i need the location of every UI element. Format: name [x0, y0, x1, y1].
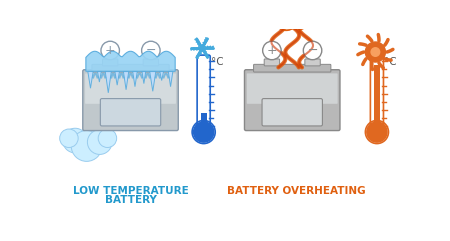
Circle shape: [71, 131, 102, 161]
Polygon shape: [86, 51, 175, 71]
FancyBboxPatch shape: [244, 70, 340, 131]
Circle shape: [87, 130, 112, 154]
Circle shape: [142, 41, 160, 60]
Circle shape: [194, 122, 214, 142]
Circle shape: [263, 41, 281, 60]
Circle shape: [274, 7, 297, 30]
Text: BATTERY: BATTERY: [104, 195, 157, 205]
Polygon shape: [150, 71, 156, 91]
Circle shape: [367, 122, 387, 142]
Circle shape: [370, 47, 380, 57]
Polygon shape: [168, 71, 173, 87]
Polygon shape: [105, 71, 111, 93]
FancyBboxPatch shape: [247, 74, 338, 104]
Polygon shape: [115, 71, 120, 85]
FancyBboxPatch shape: [370, 55, 383, 132]
FancyBboxPatch shape: [103, 59, 118, 66]
Circle shape: [60, 129, 78, 147]
Text: −: −: [307, 44, 318, 57]
FancyBboxPatch shape: [197, 55, 210, 132]
FancyBboxPatch shape: [264, 59, 279, 66]
Circle shape: [266, 10, 284, 28]
Circle shape: [301, 10, 318, 27]
Polygon shape: [133, 71, 137, 87]
FancyBboxPatch shape: [92, 64, 169, 72]
FancyBboxPatch shape: [100, 99, 161, 126]
Circle shape: [63, 128, 87, 153]
FancyBboxPatch shape: [83, 70, 178, 131]
Polygon shape: [160, 71, 164, 80]
FancyBboxPatch shape: [374, 65, 380, 130]
Text: LOW TEMPERATURE: LOW TEMPERATURE: [72, 186, 189, 196]
Text: +: +: [105, 44, 116, 57]
Text: °C: °C: [384, 57, 397, 67]
Circle shape: [98, 129, 117, 147]
FancyBboxPatch shape: [305, 59, 320, 66]
Polygon shape: [98, 71, 101, 82]
FancyBboxPatch shape: [262, 99, 322, 126]
FancyBboxPatch shape: [253, 64, 331, 72]
FancyBboxPatch shape: [85, 74, 176, 104]
Circle shape: [303, 41, 322, 60]
Polygon shape: [142, 71, 146, 84]
Text: +: +: [266, 44, 277, 57]
FancyBboxPatch shape: [201, 114, 207, 130]
Text: °C: °C: [211, 57, 224, 67]
Circle shape: [288, 8, 309, 30]
Text: BATTERY OVERHEATING: BATTERY OVERHEATING: [227, 186, 365, 196]
FancyBboxPatch shape: [143, 59, 158, 66]
Circle shape: [365, 42, 385, 62]
Circle shape: [101, 41, 119, 60]
Polygon shape: [123, 71, 129, 90]
Polygon shape: [88, 71, 93, 88]
Text: −: −: [146, 44, 156, 57]
